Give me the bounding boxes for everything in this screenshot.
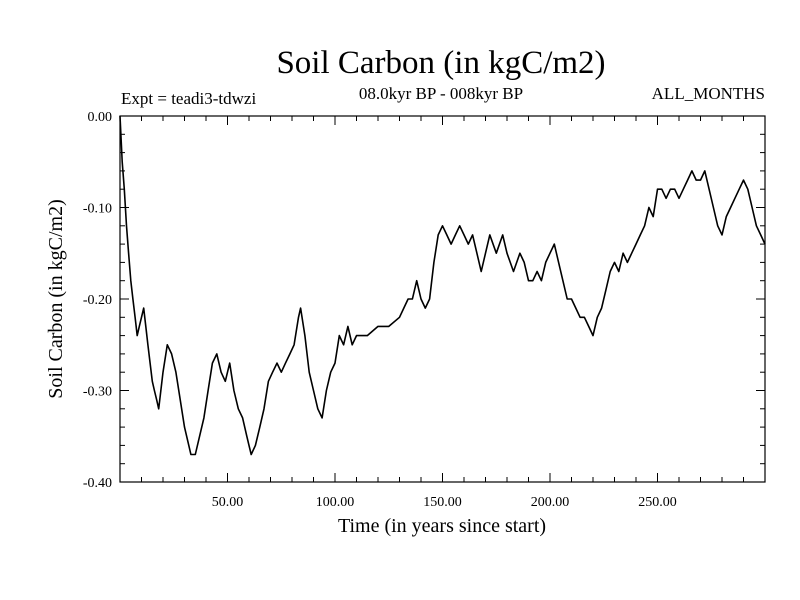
x-axis-label: Time (in years since start): [338, 515, 546, 537]
y-tick-label: -0.20: [83, 293, 112, 308]
axis-tick-labels: 50.00 100.00 150.00 200.00 250.00 0.00 -0.10 -0…: [83, 110, 677, 510]
x-tick-label: 100.00: [316, 495, 355, 510]
x-tick-label: 200.00: [531, 495, 570, 510]
axis-ticks: [120, 116, 765, 482]
experiment-label: Expt = teadi3-tdwzi: [121, 89, 256, 108]
y-axis-label: Soil Carbon (in kgC/m2): [45, 199, 67, 398]
y-tick-label: -0.40: [83, 476, 112, 491]
chart-title: Soil Carbon (in kgC/m2): [276, 45, 605, 81]
chart-subtitle: 08.0kyr BP - 008kyr BP: [359, 84, 523, 103]
y-tick-label: -0.30: [83, 385, 112, 400]
x-tick-label: 50.00: [212, 495, 244, 510]
x-tick-label: 150.00: [423, 495, 462, 510]
plot-frame: [119, 115, 766, 483]
x-tick-label: 250.00: [638, 495, 677, 510]
months-label: ALL_MONTHS: [652, 84, 765, 103]
y-tick-label: 0.00: [88, 110, 113, 125]
series-line-soil-carbon: [119, 115, 766, 456]
y-tick-label: -0.10: [83, 202, 112, 217]
